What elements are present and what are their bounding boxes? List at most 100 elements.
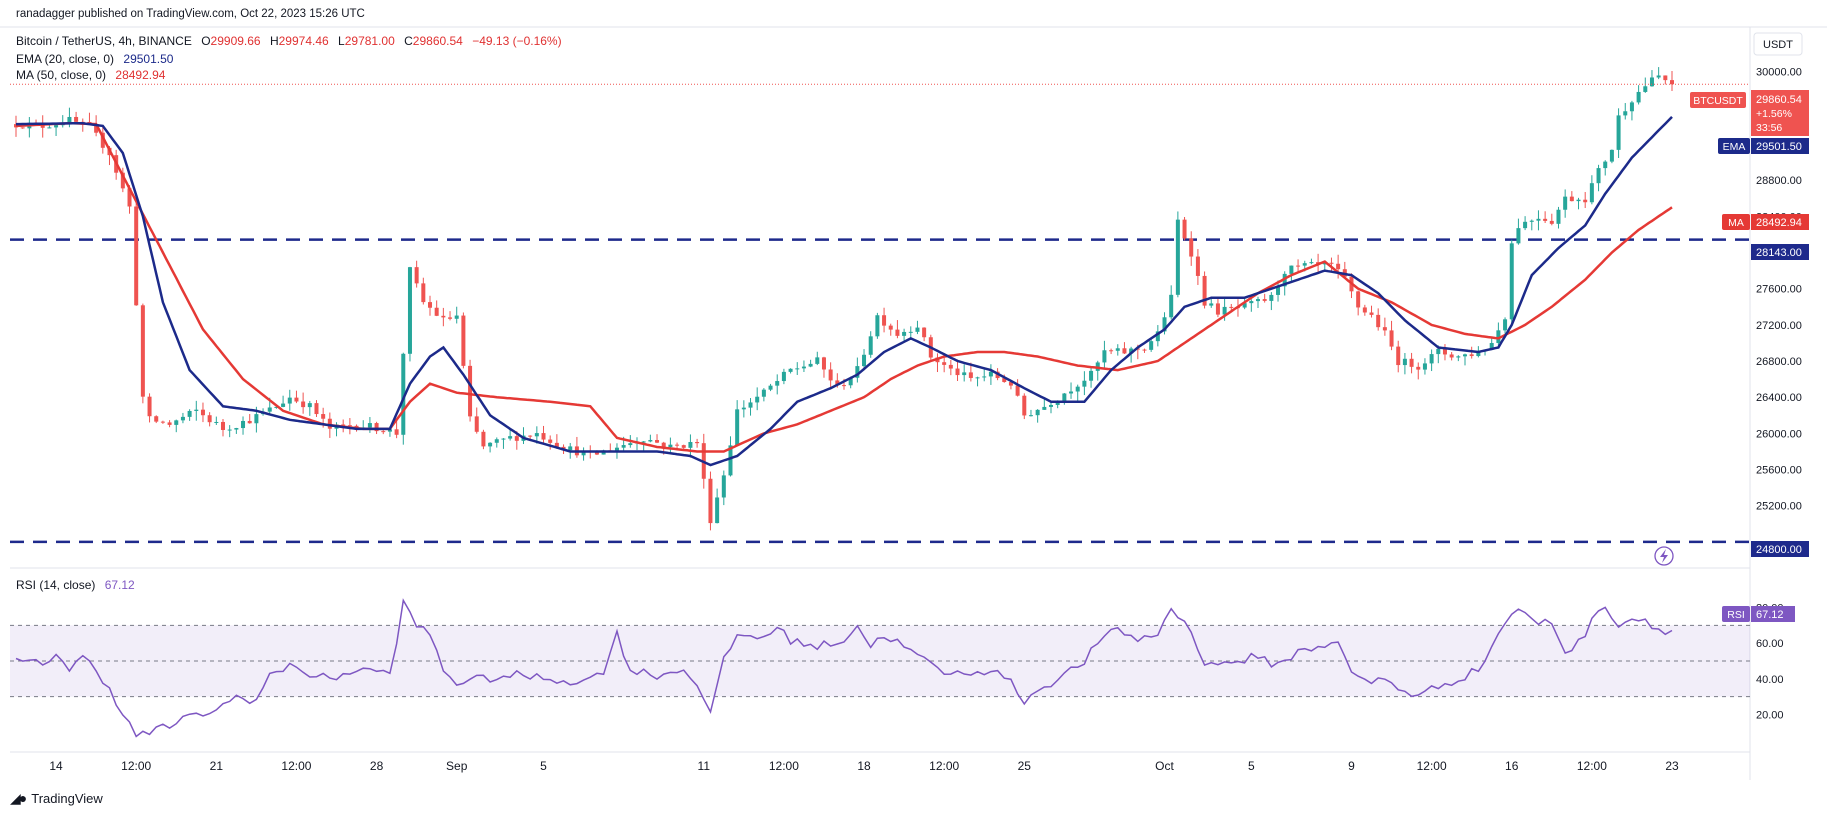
candle-body xyxy=(1669,80,1675,85)
candle-body xyxy=(1028,415,1033,417)
candle-body xyxy=(1636,91,1641,103)
candle-body xyxy=(381,431,386,433)
candle-body xyxy=(461,315,466,366)
symbol-legend: Bitcoin / TetherUS, 4h, BINANCE O29909.6… xyxy=(16,34,568,48)
price-tick-label: 27600.00 xyxy=(1756,284,1802,296)
time-tick-label: 18 xyxy=(857,759,871,773)
candle-body xyxy=(1369,312,1374,315)
rsi-tag-label-bg xyxy=(1722,606,1750,622)
candle-body xyxy=(140,305,145,397)
candle-body xyxy=(1496,330,1501,344)
symbol-title[interactable]: Bitcoin / TetherUS, 4h, BINANCE xyxy=(16,34,192,48)
tradingview-logo-icon: ◢● xyxy=(10,790,27,806)
symbol-tag-text: BTCUSDT xyxy=(1693,95,1743,107)
candle-body xyxy=(1643,86,1648,92)
candle-body xyxy=(808,363,813,367)
lightning-icon[interactable] xyxy=(1654,546,1674,566)
time-tick-label: 12:00 xyxy=(769,759,799,773)
currency-button[interactable] xyxy=(1753,32,1803,56)
candle-body xyxy=(374,423,379,432)
candle-body xyxy=(1456,356,1461,358)
candle-body xyxy=(1536,218,1541,221)
candle-body xyxy=(427,302,433,308)
candle-body xyxy=(100,132,105,148)
candle-body xyxy=(534,433,539,437)
candle-body xyxy=(982,376,987,378)
candle-body xyxy=(347,425,352,427)
candle-body xyxy=(728,445,733,476)
price-change: −49.13 (−0.16%) xyxy=(472,34,562,48)
ema20-line xyxy=(16,116,1673,467)
time-tick-label: 25 xyxy=(1018,759,1032,773)
candle-body xyxy=(1336,263,1341,270)
candle-body xyxy=(174,420,179,425)
rsi-legend[interactable]: RSI (14, close) 67.12 xyxy=(16,578,141,592)
tradingview-logo[interactable]: ◢● TradingView xyxy=(10,790,103,807)
candle-body xyxy=(367,423,372,428)
candle-body xyxy=(968,372,973,378)
candle-body xyxy=(868,336,873,355)
price-tick-label: 27200.00 xyxy=(1756,320,1802,332)
candle-body xyxy=(681,445,686,448)
candle-body xyxy=(1469,354,1474,357)
candle-body xyxy=(614,447,619,452)
candle-body xyxy=(955,368,960,376)
candle-body xyxy=(708,478,713,524)
candle-body xyxy=(494,439,499,443)
ema-legend-value: 29501.50 xyxy=(123,52,174,66)
candle-body xyxy=(134,206,139,306)
candle-body xyxy=(1356,291,1361,308)
candle-body xyxy=(775,381,780,386)
candle-body xyxy=(227,429,232,431)
ema-legend[interactable]: EMA (20, close, 0) 29501.50 xyxy=(16,52,179,66)
candle-body xyxy=(882,315,887,326)
bar-countdown: 33:56 xyxy=(1756,122,1782,134)
candle-body xyxy=(1042,406,1047,410)
time-tick-label: 12:00 xyxy=(281,759,311,773)
price-tags: BTCUSDT 29860.54 +1.56% 33:56 EMA 29501.… xyxy=(1690,90,1809,622)
candle-body xyxy=(501,438,506,440)
candle-body xyxy=(1436,348,1441,355)
candle-body xyxy=(1182,219,1187,239)
price-tick-label: 26800.00 xyxy=(1756,356,1802,368)
candle-body xyxy=(441,315,446,318)
level-low-tag: 24800.00 xyxy=(1751,541,1809,557)
candle-body xyxy=(594,452,599,455)
ma-tag-label-bg xyxy=(1722,214,1750,230)
time-axis[interactable]: 14 12:00 21 12:00 28 Sep 5 11 12:00 18 12:00 25 Oct 5… xyxy=(49,759,1679,773)
level-low-tag-bg xyxy=(1751,541,1809,557)
candle-body xyxy=(1609,149,1614,162)
candle-body xyxy=(207,415,212,423)
candle-body xyxy=(862,354,867,367)
rsi-line xyxy=(15,598,1673,738)
symbol-tag-bg xyxy=(1690,92,1746,108)
level-low-tag-value: 24800.00 xyxy=(1756,544,1802,556)
candle-body xyxy=(247,420,252,424)
candle-body xyxy=(1516,228,1521,244)
candle-body xyxy=(1089,370,1094,381)
candle-body xyxy=(581,451,586,456)
candle-body xyxy=(1302,263,1307,266)
candle-body xyxy=(1262,299,1267,301)
candle-body xyxy=(194,409,199,411)
candle-body xyxy=(67,116,72,125)
level-high-tag-bg xyxy=(1751,244,1809,260)
candle-body xyxy=(1022,395,1027,416)
candle-body xyxy=(668,444,673,448)
candle-body xyxy=(220,421,226,430)
ema-legend-label: EMA (20, close, 0) xyxy=(16,52,115,66)
candle-body xyxy=(1523,221,1528,229)
ma-legend[interactable]: MA (50, close, 0) 28492.94 xyxy=(16,68,171,82)
ema-tag: EMA 29501.50 xyxy=(1718,138,1809,154)
candle-body xyxy=(695,442,700,444)
candle-body xyxy=(120,172,125,189)
candle-body xyxy=(1002,378,1007,383)
candle-body xyxy=(167,422,172,425)
time-tick-label: 12:00 xyxy=(121,759,151,773)
candle-body xyxy=(1162,317,1167,332)
time-tick-label: 21 xyxy=(210,759,224,773)
candle-body xyxy=(1529,220,1534,222)
ma-tag-label: MA xyxy=(1728,217,1744,229)
candle-body xyxy=(281,403,286,407)
